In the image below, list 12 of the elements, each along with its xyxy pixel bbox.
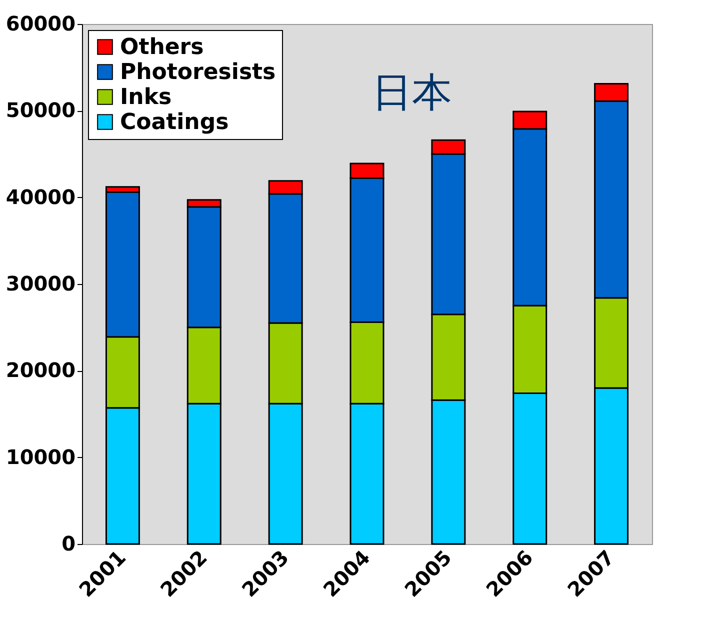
y-tick-label: 10000 bbox=[6, 444, 76, 469]
annotation: 日本 bbox=[372, 70, 452, 116]
legend-label: Inks bbox=[120, 85, 172, 110]
y-tick-label: 40000 bbox=[6, 184, 76, 209]
legend-label: Photoresists bbox=[120, 60, 276, 85]
y-tick-label: 0 bbox=[62, 532, 76, 556]
y-tick-label: 60000 bbox=[6, 12, 76, 36]
y-tick-label: 30000 bbox=[6, 272, 76, 296]
y-tick-label: 20000 bbox=[6, 358, 76, 382]
legend-label: Coatings bbox=[120, 110, 229, 135]
y-tick-label: 50000 bbox=[6, 98, 76, 122]
legend-label: Others bbox=[120, 35, 204, 60]
